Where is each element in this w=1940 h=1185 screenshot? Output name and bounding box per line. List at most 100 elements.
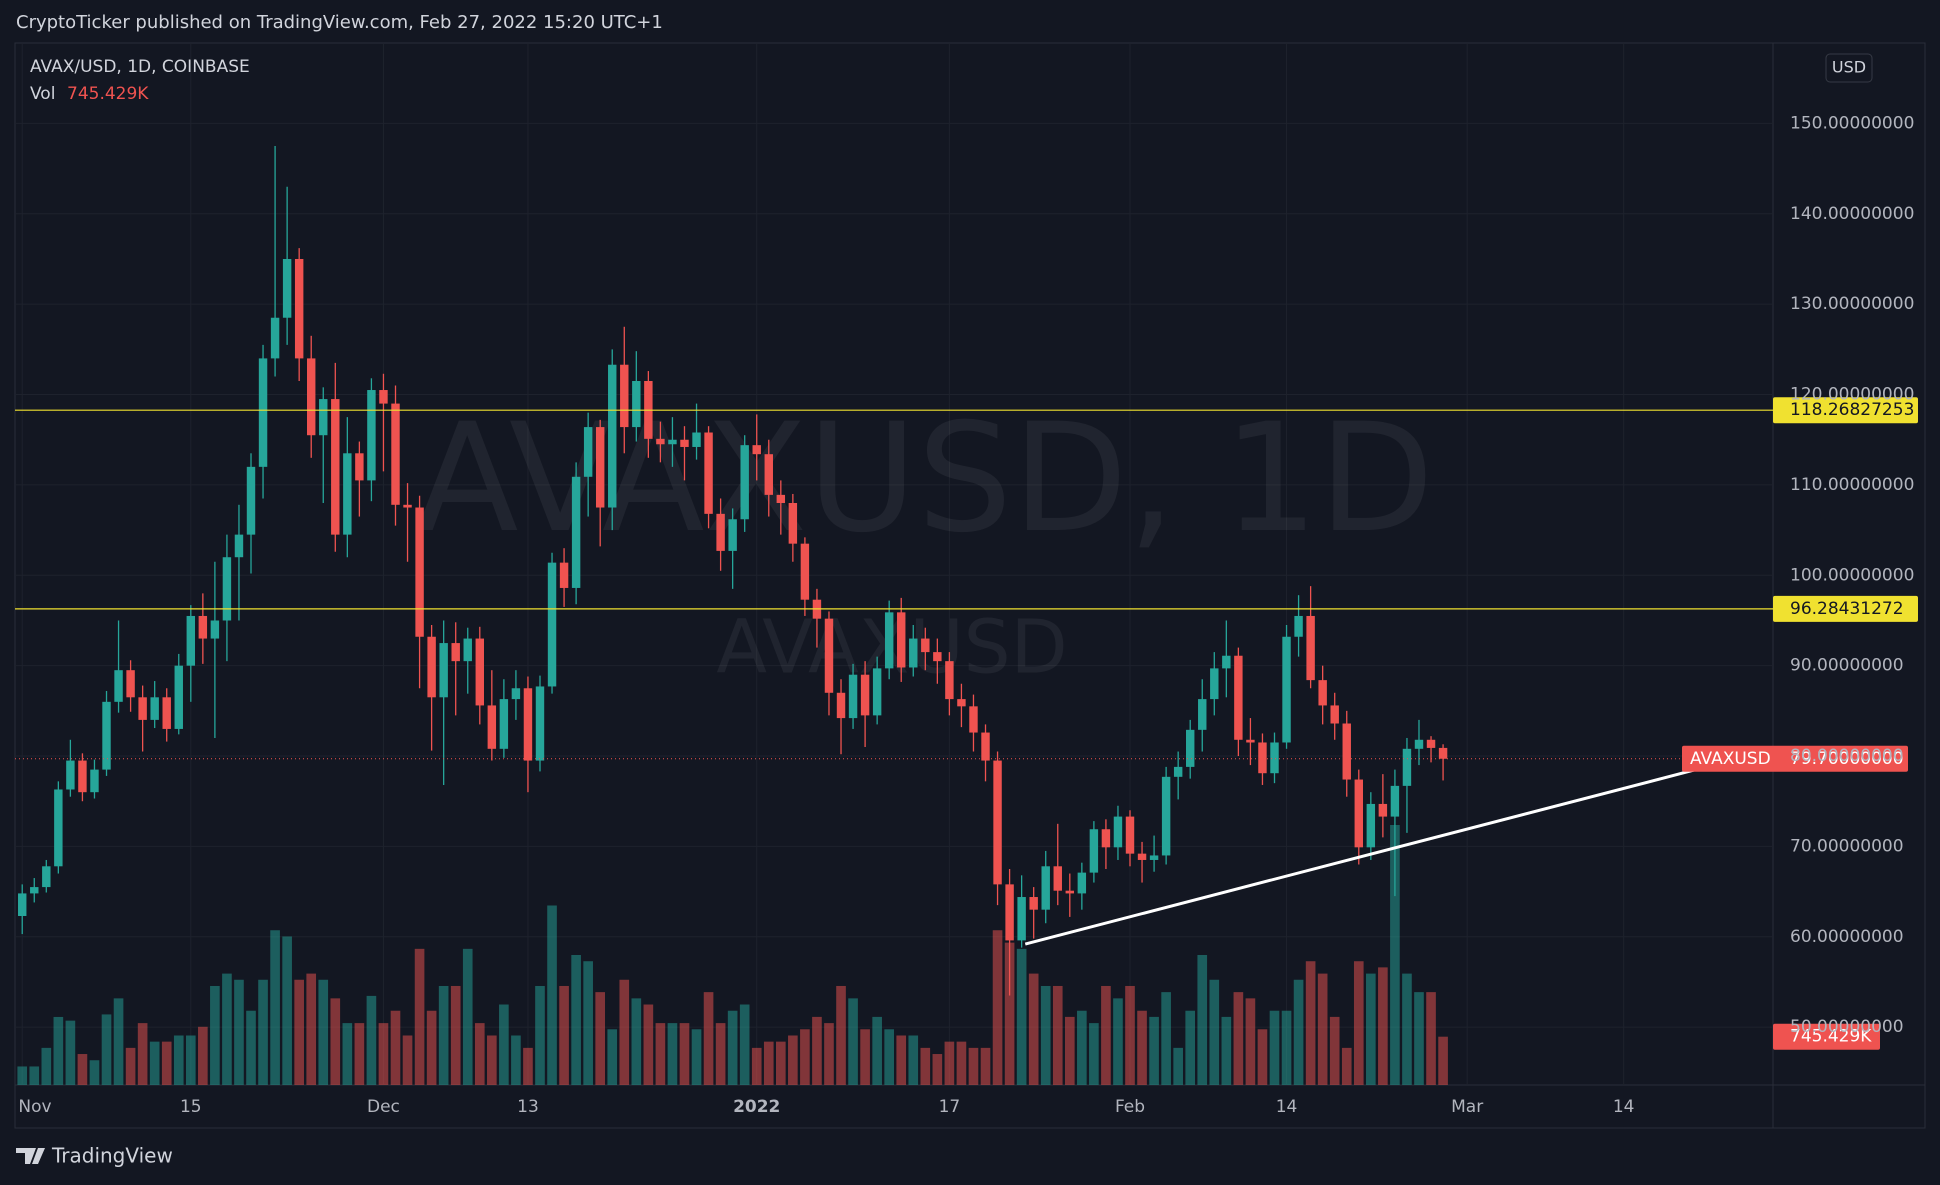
candle-body (451, 643, 460, 662)
volume-bar (824, 1023, 834, 1085)
candle-body (559, 562, 569, 588)
volume-bar (788, 1035, 798, 1085)
last-volume-badge (1773, 1023, 1880, 1050)
volume-bar (1113, 998, 1123, 1085)
volume-bar (41, 1047, 52, 1085)
volume-bar (1052, 985, 1063, 1085)
candle-body (234, 534, 244, 558)
volume-bar (1426, 992, 1436, 1085)
currency-label[interactable]: USD (1832, 58, 1866, 77)
volume-bar (1257, 1029, 1268, 1085)
candle-body (752, 445, 761, 455)
candle-body (921, 638, 930, 653)
y-tick-label: 110.00000000 (1790, 475, 1914, 495)
currency-button[interactable] (1825, 53, 1873, 83)
volume-bar (583, 961, 593, 1085)
candle-body (1234, 655, 1243, 740)
candle-body (403, 504, 412, 508)
price-line-label: 96.28431272 (1790, 599, 1904, 619)
volume-bar (77, 1054, 88, 1085)
candle-body (933, 652, 942, 662)
candle-body (1390, 785, 1400, 817)
volume-bar (511, 1035, 521, 1085)
volume-bar (474, 1023, 485, 1085)
candle-body (246, 466, 256, 535)
candle-body (1210, 668, 1219, 700)
candle-body (595, 427, 605, 508)
volume-bar (426, 1010, 437, 1085)
volume-bar (366, 995, 377, 1085)
candle-body (1005, 884, 1014, 941)
volume-bar (1378, 967, 1388, 1085)
volume-bar (956, 1041, 967, 1085)
candle-body (78, 760, 87, 793)
volume-pane (17, 825, 1448, 1085)
candle-body (1414, 739, 1424, 749)
volume-bar (125, 1047, 136, 1085)
volume-bar (679, 1023, 690, 1085)
x-tick-label: 2022 (733, 1097, 780, 1117)
volume-bar (643, 1004, 654, 1085)
volume-bar (703, 992, 714, 1085)
candle-body (1125, 816, 1135, 854)
x-tick-label: 14 (1276, 1097, 1298, 1117)
last-price-badge (1682, 745, 1908, 772)
y-tick-label: 150.00000000 (1790, 113, 1914, 133)
candle-body (716, 513, 725, 551)
candle-body (1041, 866, 1050, 910)
y-tick-label: 80.00000000 (1790, 746, 1904, 766)
volume-bar (884, 1029, 894, 1085)
volume-bar (944, 1041, 955, 1085)
candle-body (1438, 747, 1448, 759)
brand-logo (16, 1148, 45, 1164)
volume-bar (1269, 1010, 1280, 1085)
y-tick-label: 70.00000000 (1790, 836, 1904, 856)
volume-bar (1016, 948, 1027, 1085)
volume-bar (1161, 992, 1171, 1085)
candle-body (487, 705, 497, 749)
volume-bar (210, 985, 220, 1085)
volume-bar (1149, 1016, 1159, 1085)
y-tick-label: 130.00000000 (1790, 294, 1914, 314)
candle-body (535, 686, 545, 761)
volume-bar (342, 1023, 353, 1085)
price-line-label: 118.26827253 (1790, 400, 1914, 420)
volume-bar (258, 979, 268, 1085)
candle-body (90, 769, 99, 793)
candle-body (1101, 829, 1111, 848)
volume-bar (487, 1035, 497, 1085)
volume-bar (727, 1010, 738, 1085)
volume-bar (1390, 825, 1400, 1085)
candle-body (848, 674, 858, 719)
candle-body (1342, 723, 1351, 780)
volume-bar (992, 930, 1003, 1085)
candle-body (608, 364, 617, 508)
volume-bar (1353, 961, 1364, 1085)
candle-body (704, 432, 713, 514)
candle-body (66, 760, 75, 790)
candle-body (511, 688, 521, 700)
candle-body (186, 615, 196, 666)
volume-bar (1197, 955, 1208, 1085)
volume-bar (29, 1066, 40, 1085)
last-volume-label: 745.429K (1790, 1027, 1872, 1047)
candle-body (800, 543, 810, 600)
candle-body (222, 557, 232, 621)
volume-bar (318, 979, 329, 1085)
candle-body (174, 665, 183, 729)
candle-body (656, 438, 665, 445)
candle-body (1402, 748, 1412, 786)
candle-body (282, 258, 292, 318)
candle-body (475, 638, 485, 706)
volume-bar (1293, 979, 1304, 1085)
volume-bar (306, 973, 317, 1085)
candle-body (343, 453, 352, 535)
volume-bar (1101, 985, 1111, 1085)
volume-bar (149, 1041, 160, 1085)
volume-bar (246, 1010, 256, 1085)
candle-body (499, 699, 509, 749)
candle-body (1366, 803, 1376, 848)
candle-body (788, 502, 798, 544)
y-tick-label: 120.00000000 (1790, 385, 1914, 405)
candle-body (162, 697, 171, 729)
